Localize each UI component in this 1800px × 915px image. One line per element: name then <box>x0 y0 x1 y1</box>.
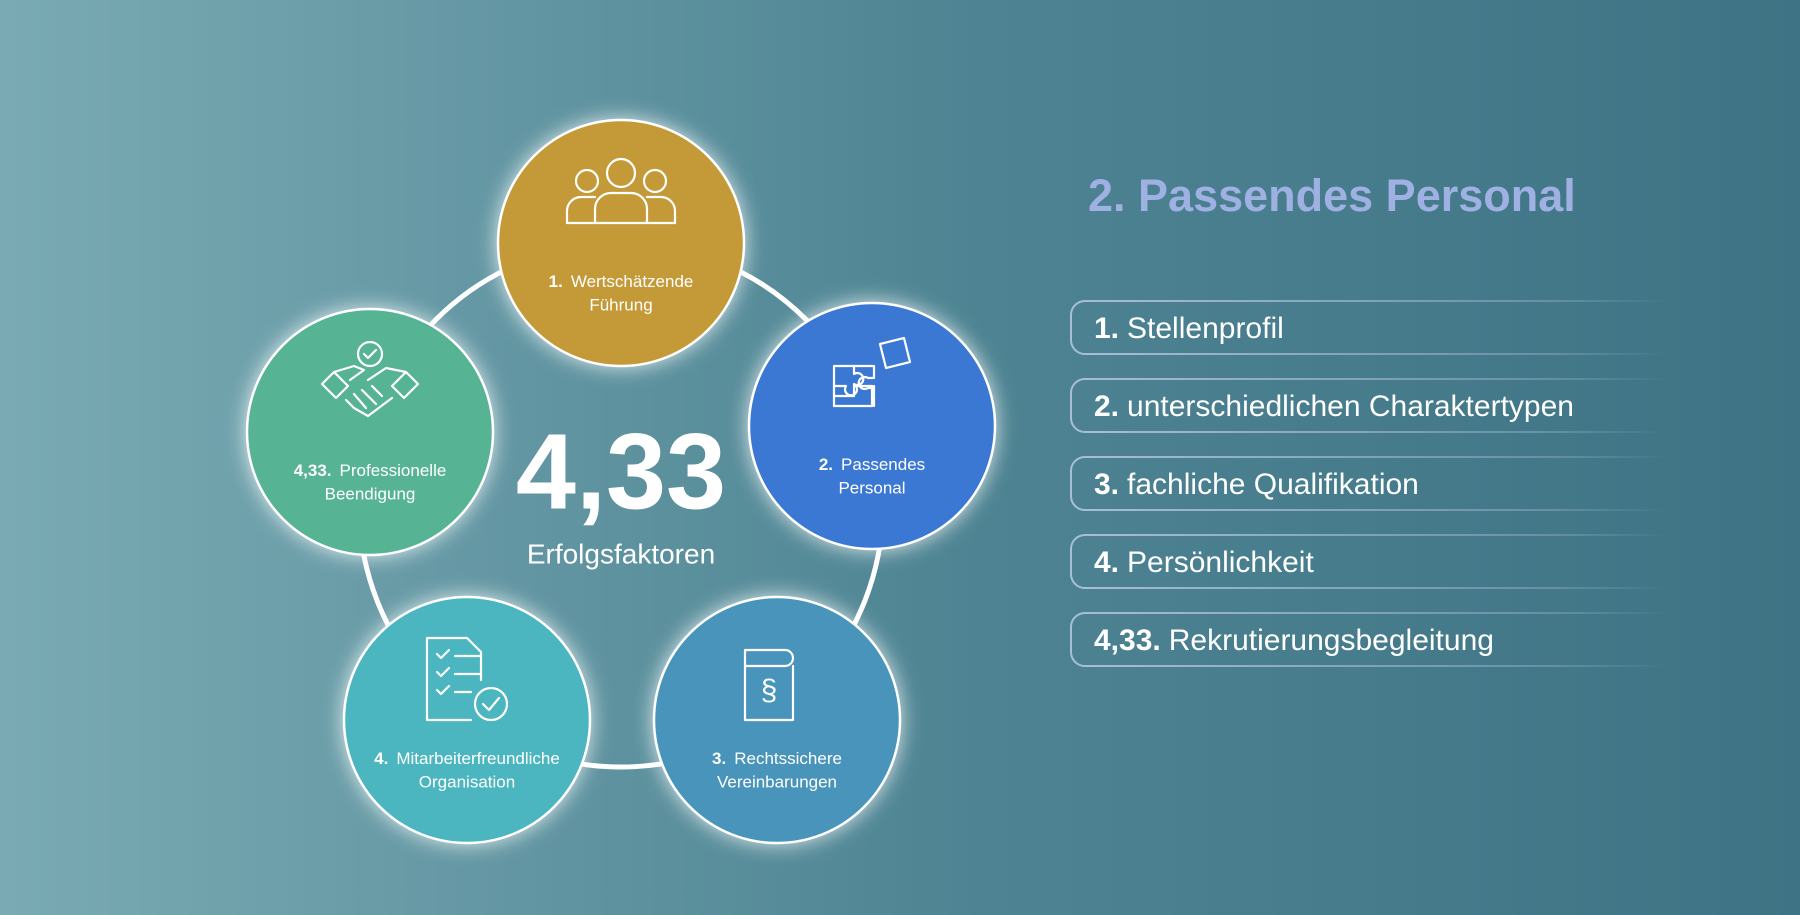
item-text: 4. Persönlichkeit <box>1094 546 1314 579</box>
item-label: Rekrutierungsbegleitung <box>1169 624 1494 657</box>
icon-part <box>743 648 795 722</box>
node-label-line: Rechtssichere <box>734 749 842 768</box>
factor-node: § 3. Rechtssichere Vereinbarungen <box>652 595 902 845</box>
detail-item: 4,33. Rekrutierungsbegleitung <box>1070 612 1670 667</box>
item-label: Persönlichkeit <box>1127 546 1314 579</box>
item-number: 2. <box>1094 390 1119 423</box>
node-label: 3. Rechtssichere <box>712 749 842 768</box>
item-frame <box>1070 612 1670 667</box>
node-circle <box>747 301 997 551</box>
node-label-line: Passendes <box>841 455 925 474</box>
icon-part <box>473 686 509 722</box>
node-label-line: Mitarbeiterfreundliche <box>396 749 559 768</box>
node-icon: § <box>743 648 795 722</box>
detail-item: 3. fachliche Qualifikation <box>1070 456 1670 511</box>
item-text: 3. fachliche Qualifikation <box>1094 468 1419 501</box>
icon-part <box>356 340 384 368</box>
nodes: 1. Wertschätzende Führung 2. Passendes Person… <box>245 118 997 845</box>
icon-part: § <box>761 674 778 707</box>
center-label: Erfolgsfaktoren <box>527 538 715 569</box>
node-label-line: Wertschätzende <box>571 272 694 291</box>
detail-item: 2. unterschiedlichen Charaktertypen <box>1070 378 1670 433</box>
icon-part <box>320 348 420 418</box>
node-label: 4. Mitarbeiterfreundliche <box>374 749 560 768</box>
factor-node: 4. Mitarbeiterfreundliche Organisation <box>342 595 592 845</box>
detail-items: 1. Stellenprofil 2. unterschiedlichen Chara… <box>1070 300 1670 667</box>
icon-part <box>605 157 637 189</box>
item-text: 1. Stellenprofil <box>1094 312 1284 345</box>
icon-part <box>642 168 668 194</box>
node-label: 4,33. Professionelle <box>294 461 447 480</box>
detail-title: 2. Passendes Personal <box>1088 170 1576 221</box>
item-text: 4,33. Rekrutierungsbegleitung <box>1094 624 1494 657</box>
node-label-line: Führung <box>589 295 652 314</box>
detail-item: 1. Stellenprofil <box>1070 300 1670 355</box>
detail-item: 4. Persönlichkeit <box>1070 534 1670 589</box>
item-label: Stellenprofil <box>1127 312 1284 345</box>
item-text: 2. unterschiedlichen Charaktertypen <box>1094 390 1574 423</box>
node-label-line: Beendigung <box>325 484 416 503</box>
node-label-line: Vereinbarungen <box>717 772 837 791</box>
item-number: 4,33. <box>1094 624 1161 657</box>
node-label: 1. Wertschätzende <box>549 272 694 291</box>
node-number: 4,33. <box>294 461 332 480</box>
item-label: unterschiedlichen Charaktertypen <box>1127 390 1574 423</box>
item-number: 3. <box>1094 468 1119 501</box>
node-label-line: Professionelle <box>340 461 447 480</box>
item-number: 1. <box>1094 312 1119 345</box>
item-frame <box>1070 378 1670 433</box>
item-frame <box>1070 300 1670 355</box>
node-circle <box>245 307 495 557</box>
node-icon <box>320 340 420 418</box>
node-number: 1. <box>549 272 563 291</box>
icon-part <box>574 168 600 194</box>
node-label-line: Personal <box>838 478 905 497</box>
factor-node: 1. Wertschätzende Führung <box>496 118 746 368</box>
node-number: 3. <box>712 749 726 768</box>
icon-part <box>565 191 677 225</box>
node-number: 4. <box>374 749 388 768</box>
node-icon <box>832 336 912 408</box>
node-circle <box>496 118 746 368</box>
node-label-line: Organisation <box>419 772 515 791</box>
center-value: 4,33 <box>516 411 726 532</box>
icon-part <box>425 636 483 722</box>
factor-node: 4,33. Professionelle Beendigung <box>245 307 495 557</box>
node-icon <box>565 157 677 225</box>
icon-part <box>481 696 501 712</box>
node-number: 2. <box>819 455 833 474</box>
item-number: 4. <box>1094 546 1119 579</box>
item-frame <box>1070 534 1670 589</box>
item-frame <box>1070 456 1670 511</box>
node-label: 2. Passendes <box>819 455 925 474</box>
node-icon <box>425 636 509 722</box>
item-label: fachliche Qualifikation <box>1127 468 1419 501</box>
icon-part <box>832 336 912 408</box>
factor-node: 2. Passendes Personal <box>747 301 997 551</box>
